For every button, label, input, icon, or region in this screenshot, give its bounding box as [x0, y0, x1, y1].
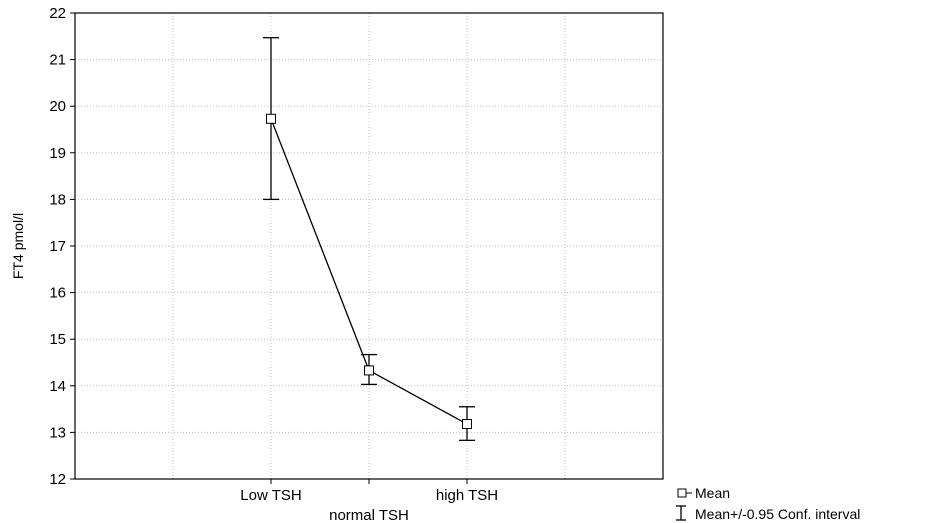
x-tick-label: high TSH	[436, 487, 498, 504]
y-tick-label: 13	[49, 424, 66, 441]
legend: Mean Mean+/-0.95 Conf. interval	[676, 485, 860, 522]
legend-ci-label: Mean+/-0.95 Conf. interval	[695, 506, 860, 522]
y-tick-label: 18	[49, 191, 66, 208]
y-tick-label: 17	[49, 238, 66, 255]
legend-ci-icon	[676, 505, 686, 521]
x-tick-label: Low TSH	[240, 487, 301, 504]
mean-marker	[266, 113, 276, 124]
y-tick-label: 20	[49, 98, 66, 115]
y-tick-label: 14	[49, 378, 66, 395]
y-axis: 12 13 14 15 16 17 18 19 20 21 22	[49, 5, 75, 488]
y-tick-label: 15	[49, 331, 66, 348]
y-tick-label: 16	[49, 285, 66, 302]
y-tick-label: 19	[49, 145, 66, 162]
mean-marker	[462, 419, 472, 430]
y-axis-label: FT4 pmol/l	[10, 213, 26, 279]
y-tick-label: 22	[49, 5, 66, 22]
legend-mean-label: Mean	[695, 485, 730, 501]
y-tick-label: 12	[49, 471, 66, 488]
gridlines	[75, 13, 663, 479]
legend-mean-marker	[677, 488, 687, 498]
x-axis: Low TSH normal TSH high TSH	[240, 479, 498, 523]
series-mean	[263, 37, 475, 441]
x-tick-label: normal TSH	[329, 507, 409, 523]
mean-marker	[364, 365, 374, 376]
y-tick-label: 21	[49, 52, 66, 69]
